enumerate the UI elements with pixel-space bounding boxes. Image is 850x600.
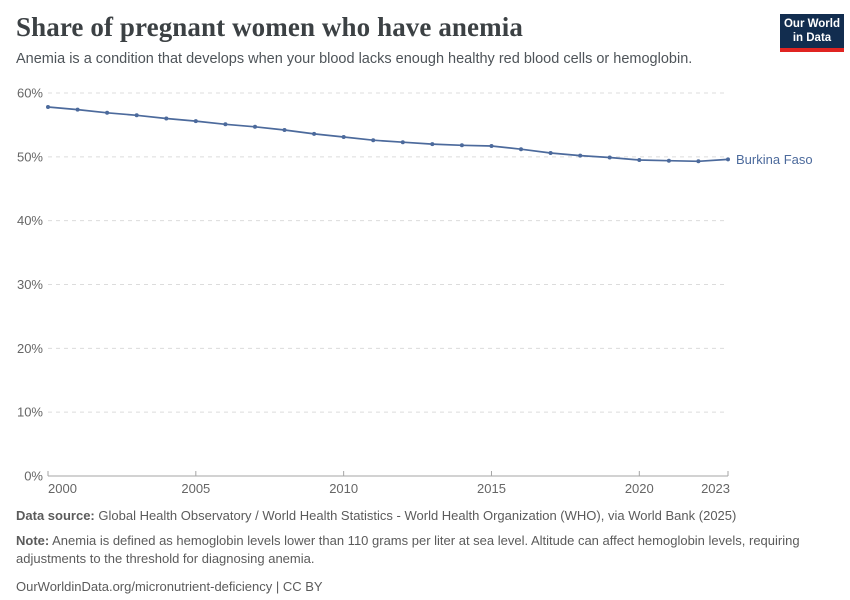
data-point[interactable]: [400, 140, 405, 145]
y-tick-label: 60%: [17, 86, 43, 101]
data-point[interactable]: [341, 135, 346, 139]
data-point[interactable]: [164, 116, 169, 121]
page-title: Share of pregnant women who have anemia: [16, 12, 523, 42]
series-label[interactable]: Burkina Faso: [736, 152, 813, 167]
data-point[interactable]: [696, 159, 701, 164]
data-point[interactable]: [607, 155, 612, 160]
data-point[interactable]: [489, 144, 494, 148]
x-tick-label: 2000: [48, 481, 77, 496]
data-point[interactable]: [637, 158, 642, 162]
data-point[interactable]: [134, 113, 139, 118]
data-point[interactable]: [578, 153, 583, 158]
data-point[interactable]: [459, 143, 464, 148]
data-point[interactable]: [75, 107, 80, 112]
data-point[interactable]: [726, 157, 730, 162]
chart-subtitle: Anemia is a condition that develops when…: [16, 51, 693, 67]
citation-line: OurWorldinData.org/micronutrient-deficie…: [16, 578, 323, 594]
y-tick-label: 10%: [17, 405, 43, 420]
data-point[interactable]: [46, 105, 50, 109]
owid-logo-line2: in Data: [792, 32, 832, 44]
data-point[interactable]: [105, 110, 110, 115]
data-source-label: Data source:: [16, 508, 95, 523]
note-line: Note: Anemia is defined as hemoglobin le…: [16, 532, 834, 568]
data-source-text: Global Health Observatory / World Health…: [98, 508, 737, 523]
y-tick-label: 40%: [17, 213, 43, 228]
line-chart[interactable]: 0% 10% 20% 30% 40% 50% 60% 2000 2005 2010 2015 2020…: [0, 80, 850, 500]
x-tick-label: 2005: [181, 481, 210, 496]
data-point[interactable]: [282, 128, 287, 132]
owid-logo: Our World in Data: [780, 14, 844, 52]
series-line[interactable]: [47, 106, 729, 163]
x-tick-label: 2020: [625, 481, 654, 496]
data-point[interactable]: [223, 122, 228, 127]
x-tick-label: 2015: [477, 481, 506, 496]
data-point[interactable]: [548, 151, 553, 155]
y-tick-label: 20%: [17, 341, 43, 356]
note-text: Anemia is defined as hemoglobin levels l…: [16, 533, 800, 567]
owid-logo-line1: Our World: [783, 17, 840, 30]
x-tick-label: 2023: [701, 481, 730, 496]
data-source-line: Data source: Global Health Observatory /…: [16, 507, 834, 525]
note-label: Note:: [16, 533, 50, 549]
data-point[interactable]: [430, 142, 435, 147]
data-point[interactable]: [312, 131, 317, 136]
data-point[interactable]: [371, 138, 376, 143]
data-point[interactable]: [253, 124, 257, 129]
data-point[interactable]: [666, 158, 671, 163]
y-tick-label: 30%: [17, 277, 43, 292]
x-tick-label: 2010: [329, 481, 358, 496]
y-tick-label: 0%: [24, 469, 43, 484]
y-tick-label: 50%: [17, 149, 43, 164]
data-point[interactable]: [193, 119, 198, 124]
chart-footer: Data source: Global Health Observatory /…: [16, 507, 834, 600]
data-point[interactable]: [519, 147, 523, 152]
